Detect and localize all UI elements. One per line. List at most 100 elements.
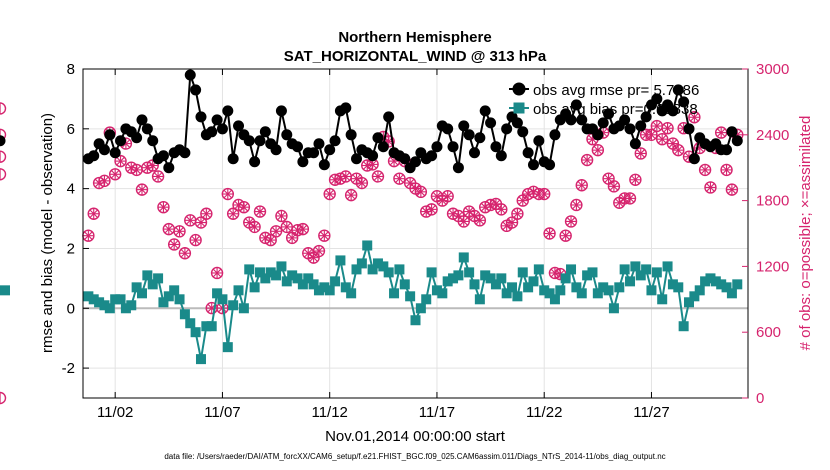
bias-point (410, 315, 421, 326)
rmse-point (688, 153, 700, 165)
bias-point (222, 342, 233, 353)
bias-point (110, 294, 121, 305)
bias-point (83, 291, 94, 302)
bias-point (367, 264, 378, 275)
bias-point (212, 288, 223, 299)
bias-point (201, 321, 212, 332)
rmse-point (249, 156, 261, 168)
obs-count-marker (457, 215, 470, 228)
bias-point (587, 267, 598, 278)
bias-point (539, 285, 550, 296)
rmse-point (259, 126, 271, 138)
obs-count-marker (162, 222, 176, 236)
bias-point (340, 282, 351, 293)
obs-count-marker (634, 147, 647, 160)
rmse-point (383, 111, 395, 123)
obs-count-marker (189, 233, 202, 247)
bias-point (254, 267, 265, 278)
bias-point (469, 279, 480, 290)
tick-marks (83, 68, 748, 399)
bias-point (662, 261, 673, 272)
bias-point (271, 270, 282, 281)
rmse-point (345, 129, 357, 141)
bias-point (651, 267, 662, 278)
bias-point (507, 282, 518, 293)
obs-count-marker (720, 163, 733, 177)
obs-count-marker (151, 170, 165, 183)
rmse-point (458, 120, 470, 132)
rmse-point (222, 105, 234, 117)
bias-point (136, 288, 147, 299)
rmse-point (721, 144, 733, 156)
obs-count-marker (607, 180, 621, 193)
x-tick-label: 11/12 (311, 404, 347, 421)
rmse-point (517, 126, 529, 138)
bias-point (174, 294, 185, 305)
rmse-point (442, 123, 454, 135)
bias-point (206, 321, 217, 332)
rmse-point (549, 129, 561, 141)
bias-point (464, 267, 475, 278)
rmse-point (683, 123, 695, 135)
rmse-point (544, 159, 556, 171)
obs-count-marker (473, 214, 487, 227)
rmse-point (399, 153, 411, 165)
bias-point (566, 264, 577, 275)
bias-point (421, 294, 432, 305)
bias-point (169, 285, 180, 296)
rmse-point (292, 141, 304, 153)
tick-labels: 11/02 11/07 11/12 11/17 11/22 11/27 -2 0 2 4 6 8 0 60… (62, 61, 790, 421)
bias-point (732, 279, 743, 290)
bias-point (319, 282, 330, 293)
bias-point (485, 273, 496, 284)
x-tick-label: 11/02 (97, 404, 133, 421)
x-axis-label: Nov.01,2014 00:00:00 start (325, 428, 506, 445)
bias-point (308, 279, 319, 290)
bias-point (131, 282, 142, 293)
obs-count-marker (237, 200, 251, 214)
rmse-point (109, 147, 121, 159)
obs-count-marker (672, 143, 685, 157)
y-axis-label-right: # of obs: o=possible; ×=assimilated (797, 116, 814, 351)
obs-count-marker (157, 200, 170, 214)
obs-count-marker (173, 225, 186, 238)
bias-point (673, 282, 684, 293)
obs-count-marker (538, 187, 551, 201)
rmse-point (501, 123, 513, 135)
obs-count-marker (0, 150, 7, 163)
rmse-point (474, 132, 486, 144)
obs-count-marker (495, 203, 508, 216)
bias-point (190, 327, 201, 338)
bias-point (147, 279, 158, 290)
bias-point (480, 270, 491, 281)
rmse-point (431, 141, 443, 153)
bias-point (549, 294, 560, 305)
bias-point (99, 300, 110, 311)
rmse-point (731, 135, 743, 147)
obs-count-marker (505, 216, 519, 229)
bias-point (442, 276, 453, 287)
bias-point (603, 285, 614, 296)
obs-count-marker (82, 229, 95, 242)
bias-point (426, 267, 437, 278)
bias-point (544, 288, 555, 299)
obs-count-marker (226, 207, 240, 220)
obs-count-marker (441, 190, 454, 203)
y-tick-label-left: 4 (67, 181, 75, 198)
obs-count-marker (414, 185, 428, 199)
obs-count-marker (194, 216, 208, 229)
obs-count-marker (280, 220, 293, 234)
y-tick-label-left: 6 (67, 121, 75, 138)
rmse-point (640, 111, 652, 123)
rmse-point (452, 162, 464, 174)
rmse-point (678, 96, 690, 108)
rmse-point (651, 93, 663, 105)
rmse-point (131, 132, 143, 144)
bias-point (560, 273, 571, 284)
obs-count-marker (570, 198, 583, 212)
bias-point (405, 291, 416, 302)
rmse-point (227, 153, 239, 165)
bias-point (533, 264, 544, 275)
bias-point (195, 354, 206, 365)
bias-point (582, 270, 593, 281)
